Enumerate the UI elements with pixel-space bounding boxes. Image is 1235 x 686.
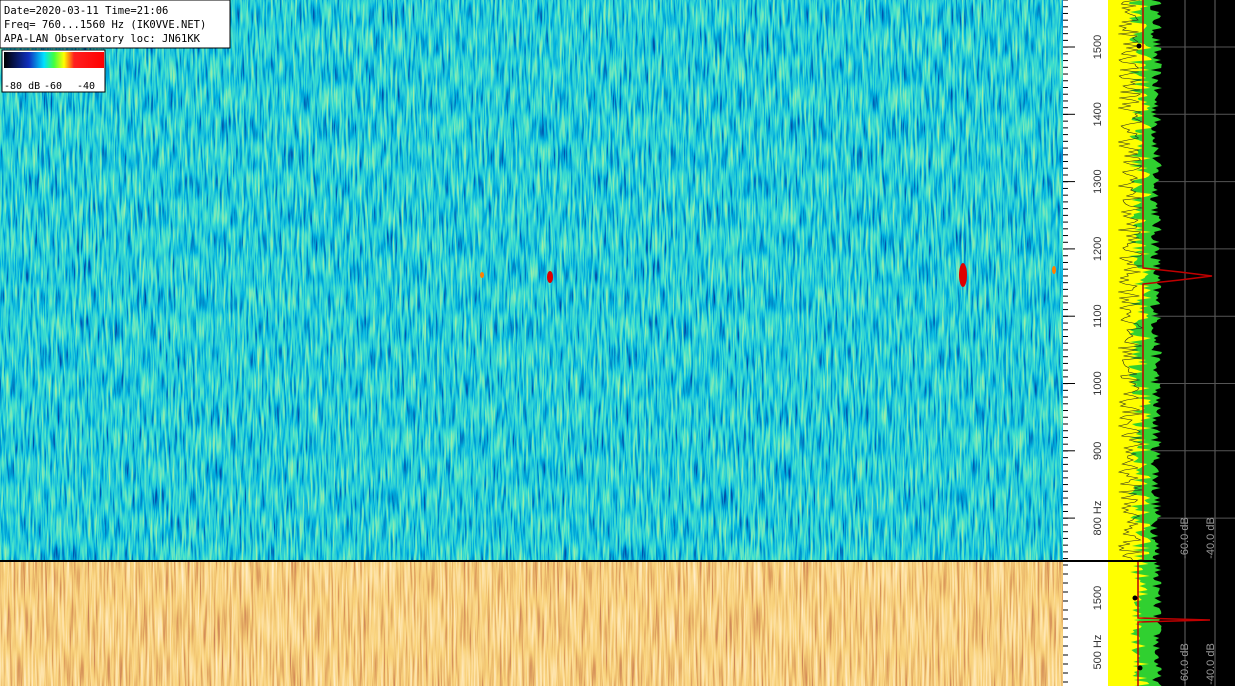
info-line: APA-LAN Observatory loc: JN61KK [4,33,201,45]
info-line: Date=2020-03-11 Time=21:06 [4,5,168,17]
info-line: Freq= 760...1560 Hz (IK0VVE.NET) [4,19,206,31]
db-label: -60.0 dB [1179,517,1191,559]
freq-label: 1000 [1092,371,1104,395]
echo [480,272,484,278]
colorbar-label: -40 [77,81,95,92]
spectrum-fill [1108,0,1152,560]
peak-trace [1142,0,1213,560]
marker [1136,43,1142,49]
echo [547,271,553,283]
freq-axis [1063,0,1108,560]
freq-axis-lower [1063,562,1108,686]
info-box [0,0,231,49]
freq-label: 1500 [1092,586,1104,610]
freq-label: 1500 [1092,35,1104,59]
freq-label: 900 [1092,442,1104,460]
echo [959,263,967,287]
freq-label: 1400 [1092,102,1104,126]
separator [0,560,1235,562]
db-label: -60.0 dB [1179,643,1191,685]
peak-trace [1137,562,1211,686]
freq-label: 1200 [1092,237,1104,261]
echo [1052,266,1056,274]
waterfall-lower [0,562,1063,686]
colorbar-label: -60 [44,81,62,92]
spectrum-trace [1117,0,1144,561]
freq-label: 1300 [1092,169,1104,193]
db-label: -40.0 dB [1205,517,1217,559]
waterfall [0,0,1063,560]
freq-label: 500 Hz [1092,635,1104,670]
colorbar [4,52,104,68]
freq-label: 1100 [1092,304,1104,328]
spectrum-fill [1108,562,1150,686]
freq-label: 800 Hz [1092,501,1104,536]
marker [1132,595,1138,601]
db-label: -40.0 dB [1205,643,1217,685]
marker [1137,665,1143,671]
colorbar-label: -80 dB [4,81,40,92]
